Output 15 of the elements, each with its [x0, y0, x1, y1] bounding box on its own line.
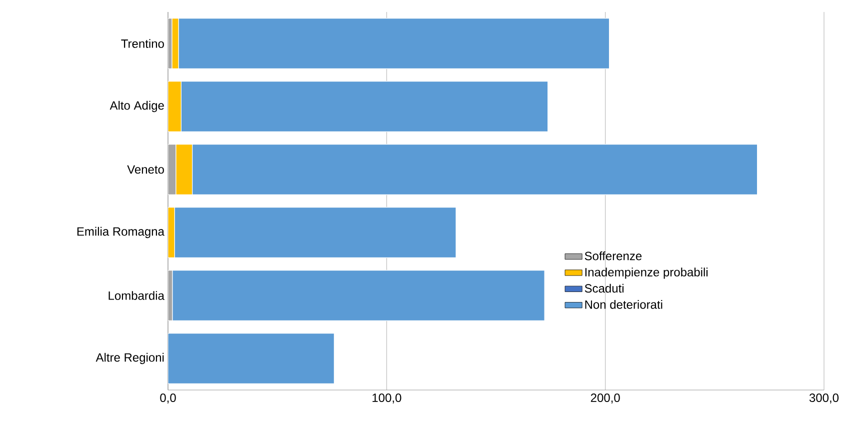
x-tick-label: 200,0 — [590, 394, 620, 404]
bar — [172, 270, 545, 322]
y-tick-label: Emilia Romagna — [77, 226, 164, 238]
legend-label: Non deteriorati — [585, 300, 662, 309]
y-tick-label: Trentino — [121, 39, 164, 48]
y-tick-label: Veneto — [127, 165, 164, 174]
y-tick-label: Altre Regioni — [96, 352, 164, 364]
y-tick-label: Lombardia — [108, 291, 164, 300]
legend-label: Sofferenze — [584, 251, 642, 260]
legend-label: Scaduti — [584, 284, 624, 293]
x-tick-label: 300,0 — [809, 394, 839, 404]
legend-label: Inadempienze probabili — [585, 268, 708, 279]
x-tick-label: 100,0 — [372, 394, 402, 404]
y-tick-label: Alto Adige — [110, 100, 164, 112]
x-tick-label: 0,0 — [160, 394, 176, 404]
